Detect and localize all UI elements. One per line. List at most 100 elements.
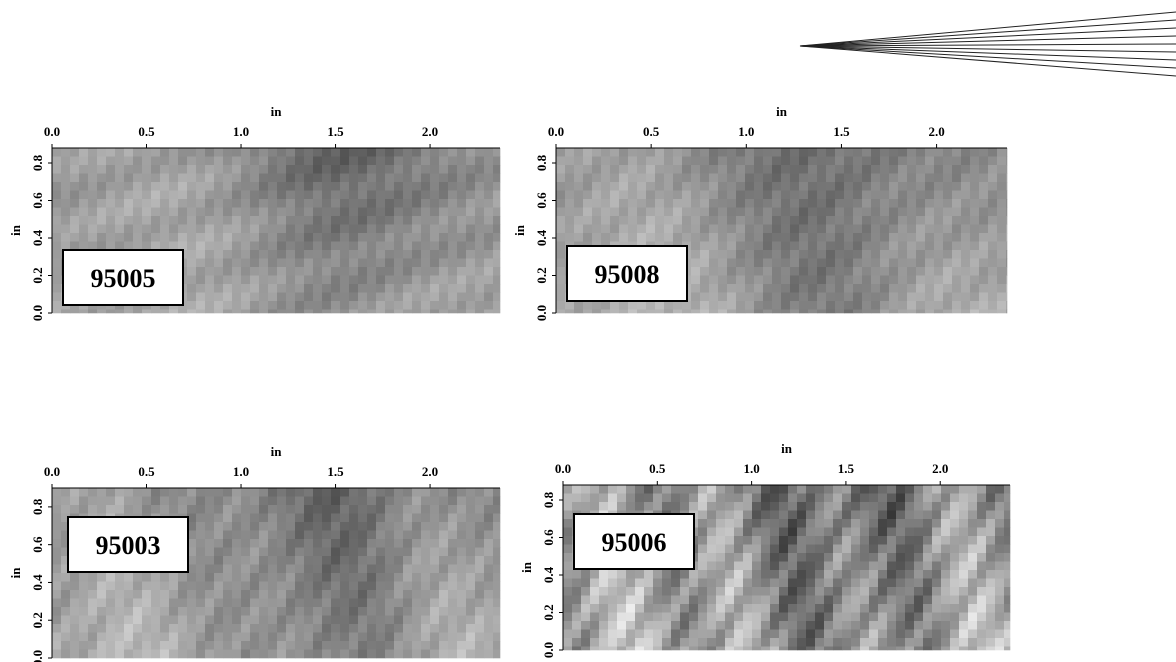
map-cell: [959, 587, 968, 596]
map-cell: [934, 293, 943, 302]
map-cell: [205, 624, 214, 633]
map-cell: [833, 502, 842, 511]
map-cell: [871, 199, 880, 208]
map-cell: [322, 242, 331, 251]
map-cell: [241, 565, 250, 574]
map-cell: [700, 165, 709, 174]
map-cell: [349, 599, 358, 608]
map-cell: [52, 514, 61, 523]
map-cell: [707, 528, 716, 537]
map-cell: [653, 630, 662, 639]
map-cell: [466, 267, 475, 276]
map-cell: [421, 284, 430, 293]
map-cell: [851, 579, 860, 588]
map-cell: [950, 647, 959, 651]
map-cell: [124, 582, 133, 591]
map-cell: [925, 182, 934, 191]
map-cell: [313, 488, 322, 497]
map-cell: [475, 599, 484, 608]
map-cell: [716, 562, 725, 571]
map-cell: [599, 570, 608, 579]
map-cell: [824, 536, 833, 545]
map-cell: [52, 633, 61, 642]
map-cell: [259, 284, 268, 293]
map-cell: [403, 590, 412, 599]
map-cell: [914, 511, 923, 520]
map-cell: [331, 267, 340, 276]
map-cell: [700, 267, 709, 276]
map-cell: [806, 553, 815, 562]
x-tick-label: 1.5: [833, 124, 850, 139]
map-cell: [572, 502, 581, 511]
map-cell: [493, 607, 500, 616]
map-cell: [986, 545, 995, 554]
map-cell: [304, 225, 313, 234]
map-cell: [286, 548, 295, 557]
map-cell: [916, 276, 925, 285]
map-cell: [178, 573, 187, 582]
map-cell: [682, 148, 691, 157]
map-cell: [169, 242, 178, 251]
map-cell: [835, 267, 844, 276]
map-cell: [79, 599, 88, 608]
map-cell: [178, 582, 187, 591]
map-cell: [808, 216, 817, 225]
map-cell: [358, 641, 367, 650]
map-cell: [277, 607, 286, 616]
map-cell: [959, 604, 968, 613]
map-cell: [196, 165, 205, 174]
map-cell: [178, 233, 187, 242]
map-cell: [358, 225, 367, 234]
map-cell: [340, 267, 349, 276]
map-cell: [997, 293, 1006, 302]
map-cell: [277, 174, 286, 183]
map-cell: [304, 565, 313, 574]
map-cell: [925, 208, 934, 217]
map-cell: [205, 165, 214, 174]
y-tick-label: 0.6: [541, 529, 556, 546]
map-cell: [754, 276, 763, 285]
map-cell: [439, 250, 448, 259]
map-cell: [277, 242, 286, 251]
map-cell: [394, 590, 403, 599]
map-cell: [250, 590, 259, 599]
map-cell: [133, 182, 142, 191]
map-cell: [860, 562, 869, 571]
map-cell: [232, 505, 241, 514]
map-cell: [581, 587, 590, 596]
map-cell: [826, 199, 835, 208]
map-cell: [826, 284, 835, 293]
map-cell: [977, 545, 986, 554]
map-cell: [599, 485, 608, 494]
map-cell: [923, 596, 932, 605]
map-cell: [295, 165, 304, 174]
map-cell: [88, 165, 97, 174]
map-cell: [268, 182, 277, 191]
map-cell: [367, 531, 376, 540]
map-cell: [644, 570, 653, 579]
map-cell: [862, 157, 871, 166]
map-cell: [770, 579, 779, 588]
map-cell: [187, 310, 196, 314]
map-cell: [115, 582, 124, 591]
map-cell: [655, 216, 664, 225]
map-cell: [959, 596, 968, 605]
map-cell: [322, 182, 331, 191]
map-cell: [358, 276, 367, 285]
map-cell: [988, 199, 997, 208]
map-cell: [970, 208, 979, 217]
map-cell: [295, 242, 304, 251]
map-cell: [745, 199, 754, 208]
map-cell: [761, 519, 770, 528]
map-cell: [250, 191, 259, 200]
map-cell: [466, 531, 475, 540]
map-cell: [799, 148, 808, 157]
map-cell: [925, 259, 934, 268]
map-cell: [916, 199, 925, 208]
map-cell: [779, 494, 788, 503]
map-cell: [448, 293, 457, 302]
map-cell: [887, 604, 896, 613]
map-cell: [214, 250, 223, 259]
map-cell: [259, 233, 268, 242]
map-cell: [313, 531, 322, 540]
